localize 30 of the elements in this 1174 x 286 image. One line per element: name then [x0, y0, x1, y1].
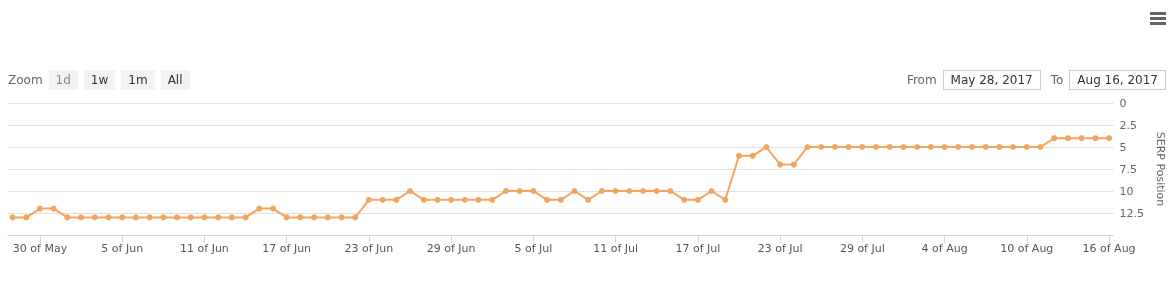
- x-tick-label: 17 of Jun: [262, 242, 312, 255]
- text: From: [906, 73, 937, 87]
- x-tick-label: 17 of Jul: [675, 242, 721, 255]
- x-tick-label: 30 of May: [12, 242, 68, 255]
- x-tick-label: 29 of Jul: [839, 242, 885, 255]
- x-tick-label: 5 of Jun: [101, 242, 144, 255]
- x-tick-label: 10 of Aug: [1000, 242, 1054, 255]
- y-tick-label: 5: [1119, 140, 1127, 154]
- x-tick-label: 11 of Jul: [593, 242, 639, 255]
- text: 1m: [121, 70, 155, 90]
- y-tick-label: 10: [1119, 184, 1134, 198]
- x-tick-label: 4 of Aug: [921, 242, 968, 255]
- y-tick-label: 2.5: [1119, 118, 1138, 132]
- y-axis-title: SERP Position: [1154, 131, 1167, 207]
- text: All: [160, 70, 190, 90]
- y-tick-label: 0: [1119, 96, 1127, 110]
- text: Zoom: [8, 73, 43, 87]
- x-tick-label: 16 of Aug: [1082, 242, 1136, 255]
- text: May 28, 2017: [942, 70, 1041, 90]
- y-tick-label: 12.5: [1119, 206, 1145, 220]
- y-tick-label: 7.5: [1119, 162, 1138, 176]
- text: 1d: [48, 70, 78, 90]
- x-tick-label: 23 of Jul: [757, 242, 803, 255]
- text: 1w: [83, 70, 116, 90]
- x-tick-label: 11 of Jun: [180, 242, 229, 255]
- x-tick-label: 23 of Jun: [344, 242, 394, 255]
- x-tick-label: 29 of Jun: [426, 242, 476, 255]
- x-tick-label: 5 of Jul: [514, 242, 553, 255]
- text: To: [1050, 73, 1064, 87]
- text: Aug 16, 2017: [1069, 70, 1166, 90]
